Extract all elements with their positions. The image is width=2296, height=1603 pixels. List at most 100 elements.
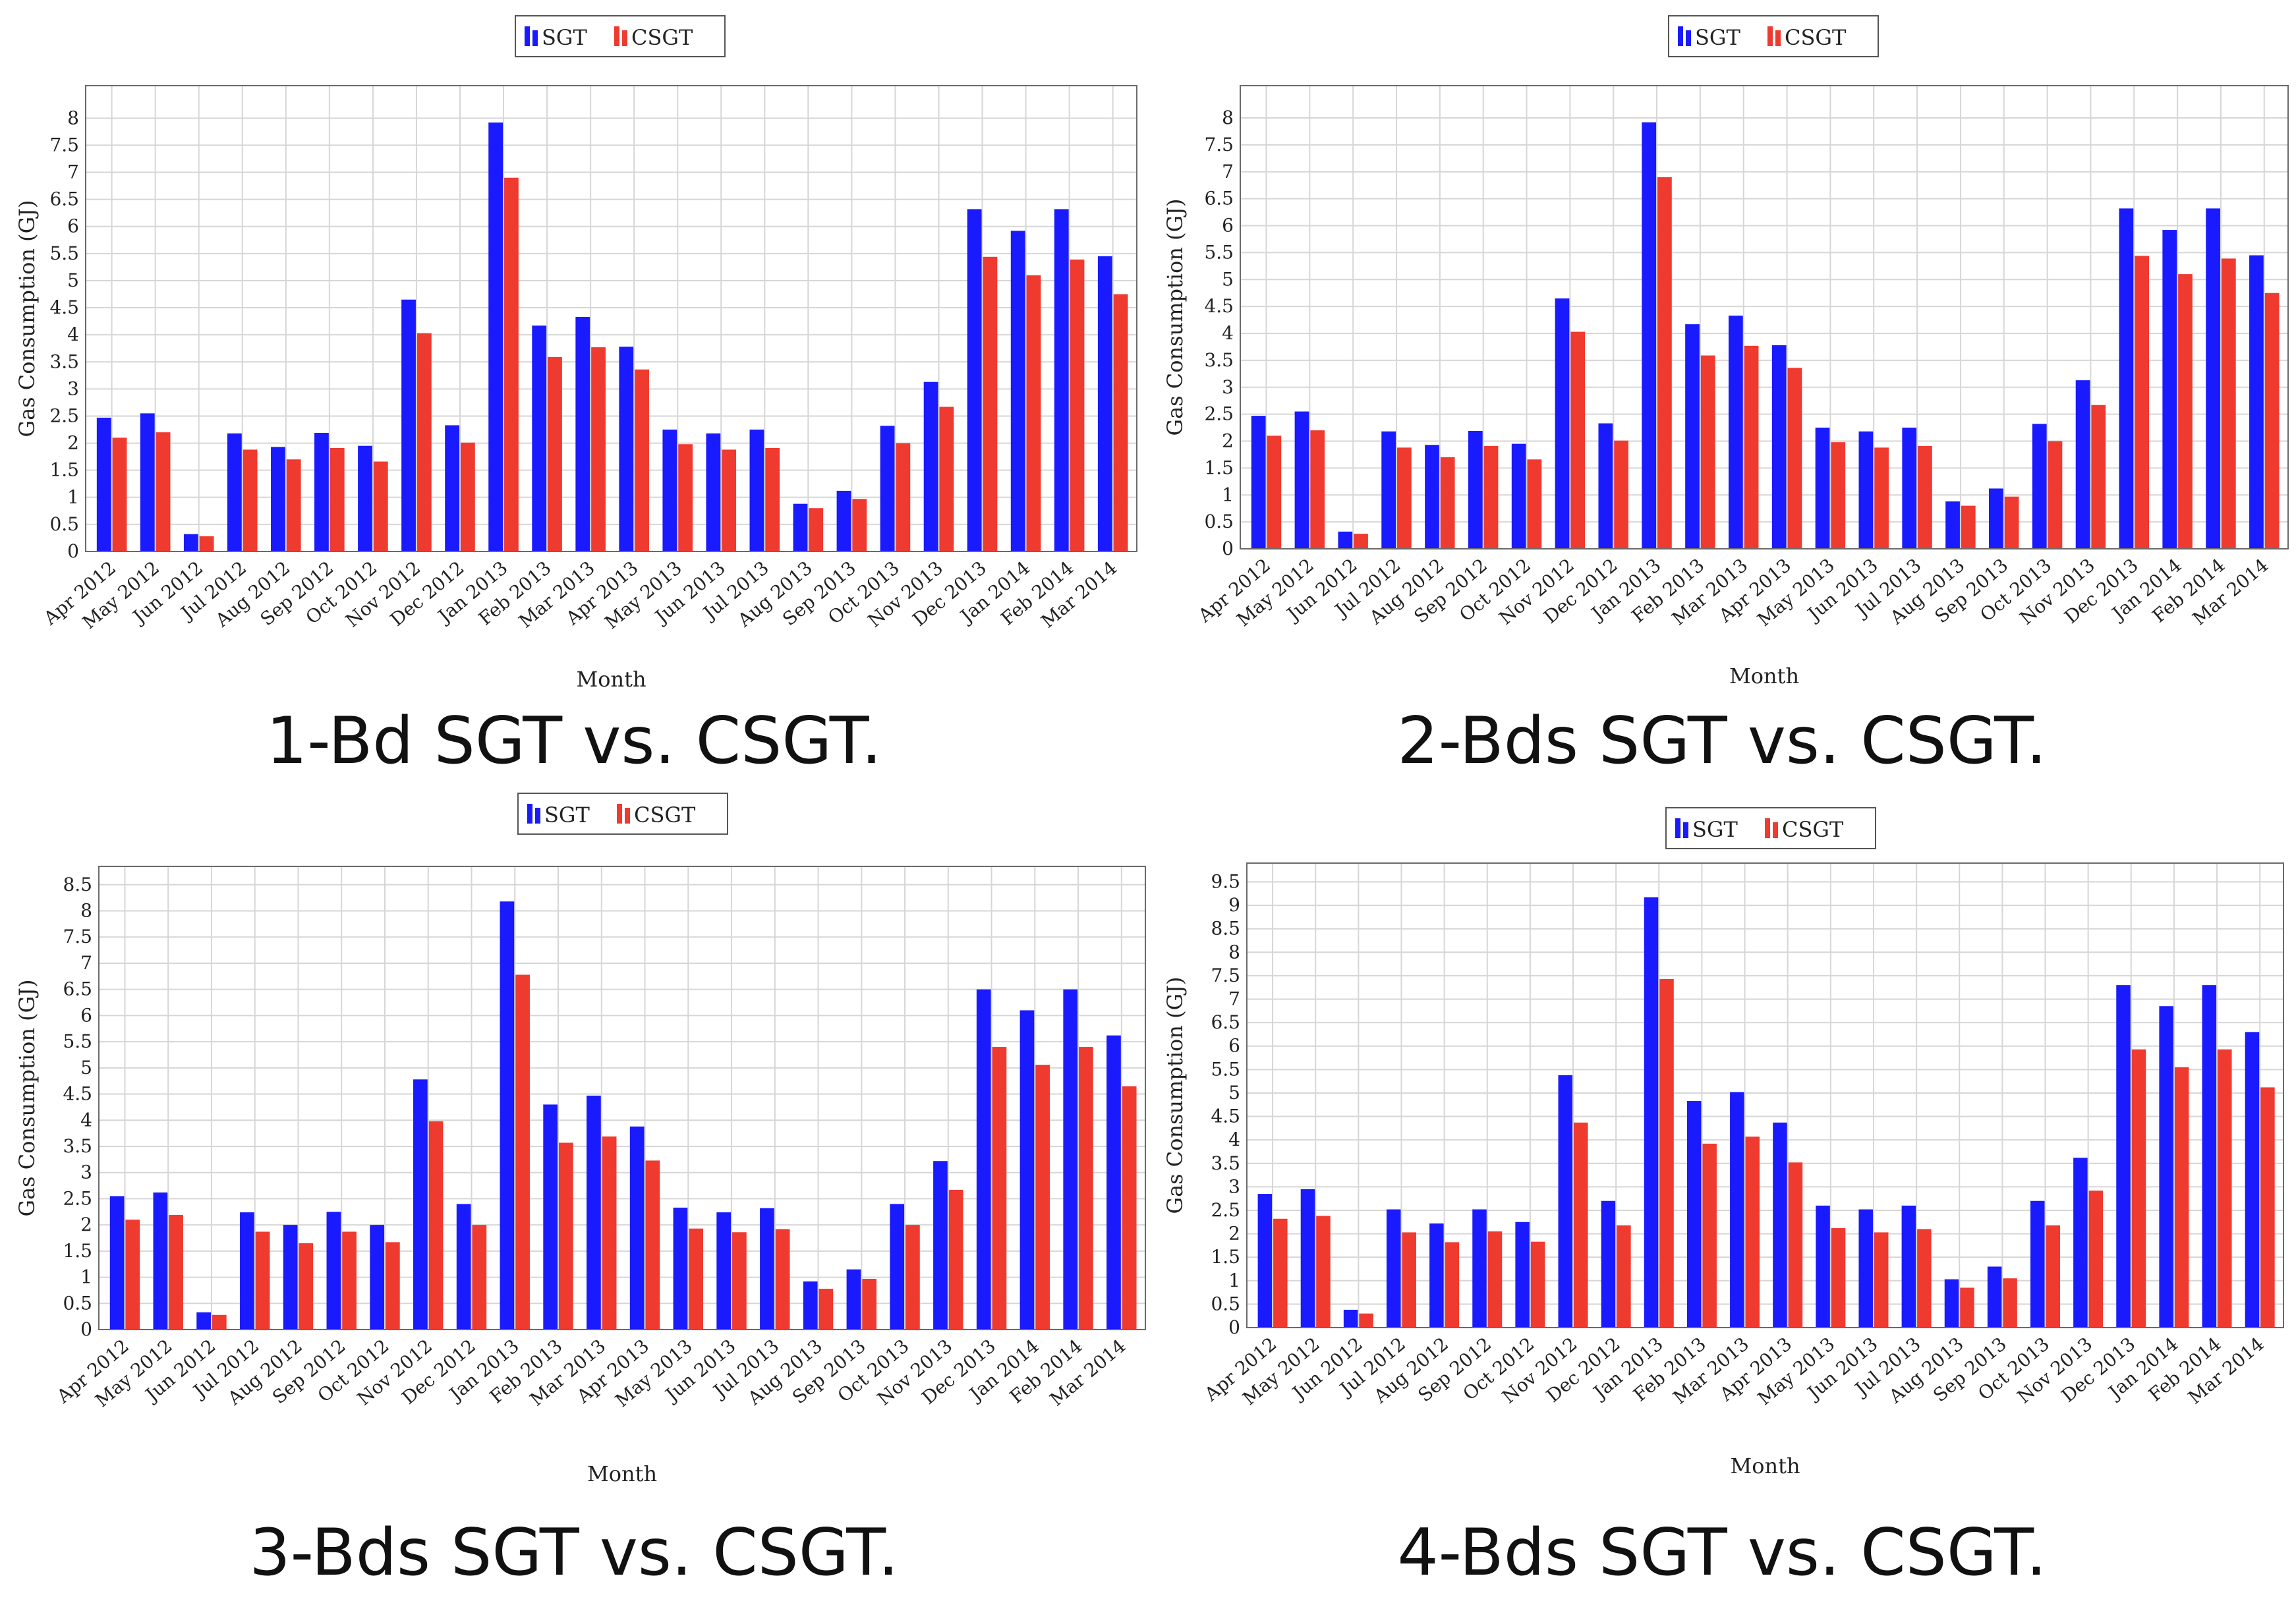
bar-sgt — [716, 1212, 732, 1330]
chart-caption: 4-Bds SGT vs. CSGT. — [1397, 1515, 2047, 1590]
bar-sgt — [2075, 380, 2090, 549]
bar-sgt — [575, 317, 590, 551]
bar-csgt — [1113, 294, 1128, 551]
bar-sgt — [1729, 316, 1743, 549]
bar-csgt — [169, 1215, 183, 1330]
y-tick-label: 8.5 — [63, 874, 92, 895]
bar-csgt — [1310, 430, 1325, 549]
bar-csgt — [2131, 1049, 2146, 1328]
bar-sgt — [760, 1208, 774, 1330]
bar-csgt — [299, 1243, 314, 1330]
y-tick-label: 6 — [80, 1004, 92, 1026]
bar-sgt — [140, 413, 155, 551]
bar-csgt — [852, 499, 867, 551]
bar-sgt — [109, 1196, 125, 1330]
bar-csgt — [732, 1232, 747, 1330]
legend-swatch-sgt — [1675, 818, 1680, 838]
x-axis-label: Month — [1729, 663, 1799, 689]
y-tick-label: 3 — [1228, 1175, 1240, 1197]
y-tick-label: 1.5 — [49, 459, 79, 481]
bar-sgt — [880, 426, 895, 551]
bar-csgt — [1267, 436, 1282, 549]
bar-csgt — [1359, 1313, 1373, 1328]
bar-sgt — [183, 534, 198, 551]
y-tick-label: 1 — [1228, 1270, 1240, 1291]
bar-csgt — [1617, 1225, 1631, 1328]
bar-csgt — [862, 1278, 876, 1330]
bar-csgt — [504, 177, 519, 551]
bar-sgt — [1901, 1205, 1916, 1328]
bar-sgt — [271, 447, 285, 551]
bar-csgt — [775, 1229, 790, 1330]
bar-sgt — [1644, 897, 1659, 1328]
bar-sgt — [153, 1192, 168, 1330]
y-tick-label: 4.5 — [63, 1083, 92, 1105]
bar-csgt — [1702, 1143, 1717, 1328]
plot-area — [1246, 862, 2284, 1328]
y-axis-label: Gas Consumption (GJ) — [14, 200, 40, 437]
bar-csgt — [948, 1189, 963, 1330]
legend-label-csgt: CSGT — [1782, 817, 1844, 842]
bar-sgt — [846, 1269, 861, 1330]
bar-sgt — [1858, 1209, 1873, 1328]
bar-sgt — [967, 209, 982, 551]
bar-csgt — [1917, 1229, 1932, 1328]
bar-sgt — [890, 1204, 905, 1330]
bar-csgt — [2091, 405, 2106, 549]
y-tick-label: 1.5 — [1211, 1246, 1240, 1268]
bar-csgt — [2264, 293, 2280, 549]
bar-sgt — [749, 430, 764, 551]
bar-csgt — [385, 1242, 400, 1330]
y-tick-label: 5 — [1228, 1082, 1240, 1104]
y-tick-label: 7 — [1228, 988, 1240, 1010]
bar-csgt — [112, 437, 127, 551]
legend-box — [1665, 807, 1876, 849]
bar-sgt — [1343, 1309, 1358, 1328]
y-tick-label: 3.5 — [1211, 1152, 1240, 1174]
bar-csgt — [635, 369, 649, 551]
legend-swatch-csgt — [625, 808, 630, 824]
legend-box — [515, 15, 726, 57]
y-tick-label: 5.5 — [1204, 241, 1234, 263]
legend-swatch-sgt — [535, 808, 540, 824]
bar-csgt — [559, 1142, 573, 1330]
bar-csgt — [1961, 505, 1976, 549]
y-tick-label: 5 — [1222, 268, 1234, 290]
bar-sgt — [326, 1212, 341, 1330]
y-tick-label: 6 — [67, 215, 79, 237]
bar-csgt — [1874, 447, 1889, 549]
legend-swatch-csgt — [614, 26, 619, 46]
bar-sgt — [1730, 1092, 1744, 1328]
bar-sgt — [500, 901, 515, 1330]
y-tick-label: 6.5 — [1204, 188, 1234, 210]
bar-sgt — [2159, 1006, 2173, 1328]
chart-caption: 2-Bds SGT vs. CSGT. — [1397, 704, 2047, 779]
bar-sgt — [1945, 501, 1960, 549]
bar-csgt — [1354, 534, 1368, 549]
y-tick-label: 0.5 — [49, 513, 79, 535]
bar-sgt — [1601, 1200, 1616, 1328]
bar-sgt — [923, 381, 938, 551]
bar-sgt — [1642, 122, 1657, 549]
y-tick-label: 4.5 — [1211, 1106, 1240, 1127]
bar-csgt — [2046, 1225, 2060, 1328]
y-tick-label: 6.5 — [1211, 1011, 1240, 1033]
y-tick-label: 9 — [1228, 894, 1240, 916]
bar-csgt — [1787, 368, 1802, 549]
legend: SGT CSGT — [517, 793, 728, 835]
y-tick-label: 5.5 — [1211, 1058, 1240, 1080]
legend-label-csgt: CSGT — [1785, 25, 1847, 50]
bar-csgt — [1445, 1242, 1460, 1328]
legend-swatch-csgt — [1773, 822, 1778, 838]
bar-csgt — [1745, 1137, 1760, 1328]
bar-csgt — [2088, 1191, 2104, 1328]
bar-csgt — [1831, 1228, 1846, 1328]
y-tick-label: 2.5 — [1204, 403, 1234, 425]
chart-4bds: 00.511.522.533.544.555.566.577.588.599.5… — [1162, 807, 2284, 1478]
y-tick-label: 8 — [80, 900, 92, 922]
bar-csgt — [1659, 978, 1674, 1328]
bar-csgt — [330, 447, 345, 551]
y-axis-label: Gas Consumption (GJ) — [1162, 199, 1188, 436]
bar-sgt — [1106, 1035, 1121, 1330]
